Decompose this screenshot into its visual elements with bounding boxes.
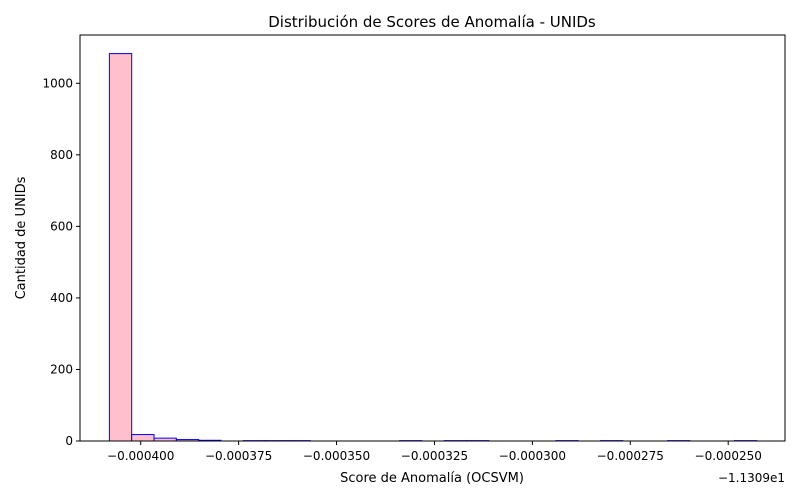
x-tick-label: −0.000400 <box>107 449 174 463</box>
y-tick-label: 800 <box>50 148 73 162</box>
histogram-bar <box>108 53 133 442</box>
plot-area: −0.000400 −0.000375 −0.000350 −0.000325 −0.0… <box>42 34 786 463</box>
x-tick-label: −0.000300 <box>499 449 566 463</box>
x-tick-label: −0.000250 <box>695 449 762 463</box>
y-tick-label: 200 <box>50 362 73 376</box>
plot-frame <box>79 34 786 442</box>
y-axis-label: Cantidad de UNIDs <box>14 176 29 299</box>
x-axis-ticks: −0.000400 −0.000375 −0.000350 −0.000325 −0.0… <box>107 441 762 463</box>
y-tick-label: 1000 <box>42 76 73 90</box>
y-tick-label: 0 <box>65 434 73 448</box>
chart-title: Distribución de Scores de Anomalía - UNI… <box>268 13 596 31</box>
x-axis-offset-label: −1.1309e1 <box>718 471 785 485</box>
x-tick-label: −0.000325 <box>401 449 468 463</box>
y-tick-label: 400 <box>50 291 73 305</box>
x-tick-label: −0.000275 <box>597 449 664 463</box>
x-tick-label: −0.000350 <box>303 449 370 463</box>
y-axis-ticks: 0 200 400 600 800 1000 <box>42 76 80 448</box>
x-axis-label: Score de Anomalía (OCSVM) <box>340 471 524 486</box>
histogram-bar <box>131 434 155 442</box>
y-tick-label: 600 <box>50 219 73 233</box>
x-tick-label: −0.000375 <box>205 449 272 463</box>
